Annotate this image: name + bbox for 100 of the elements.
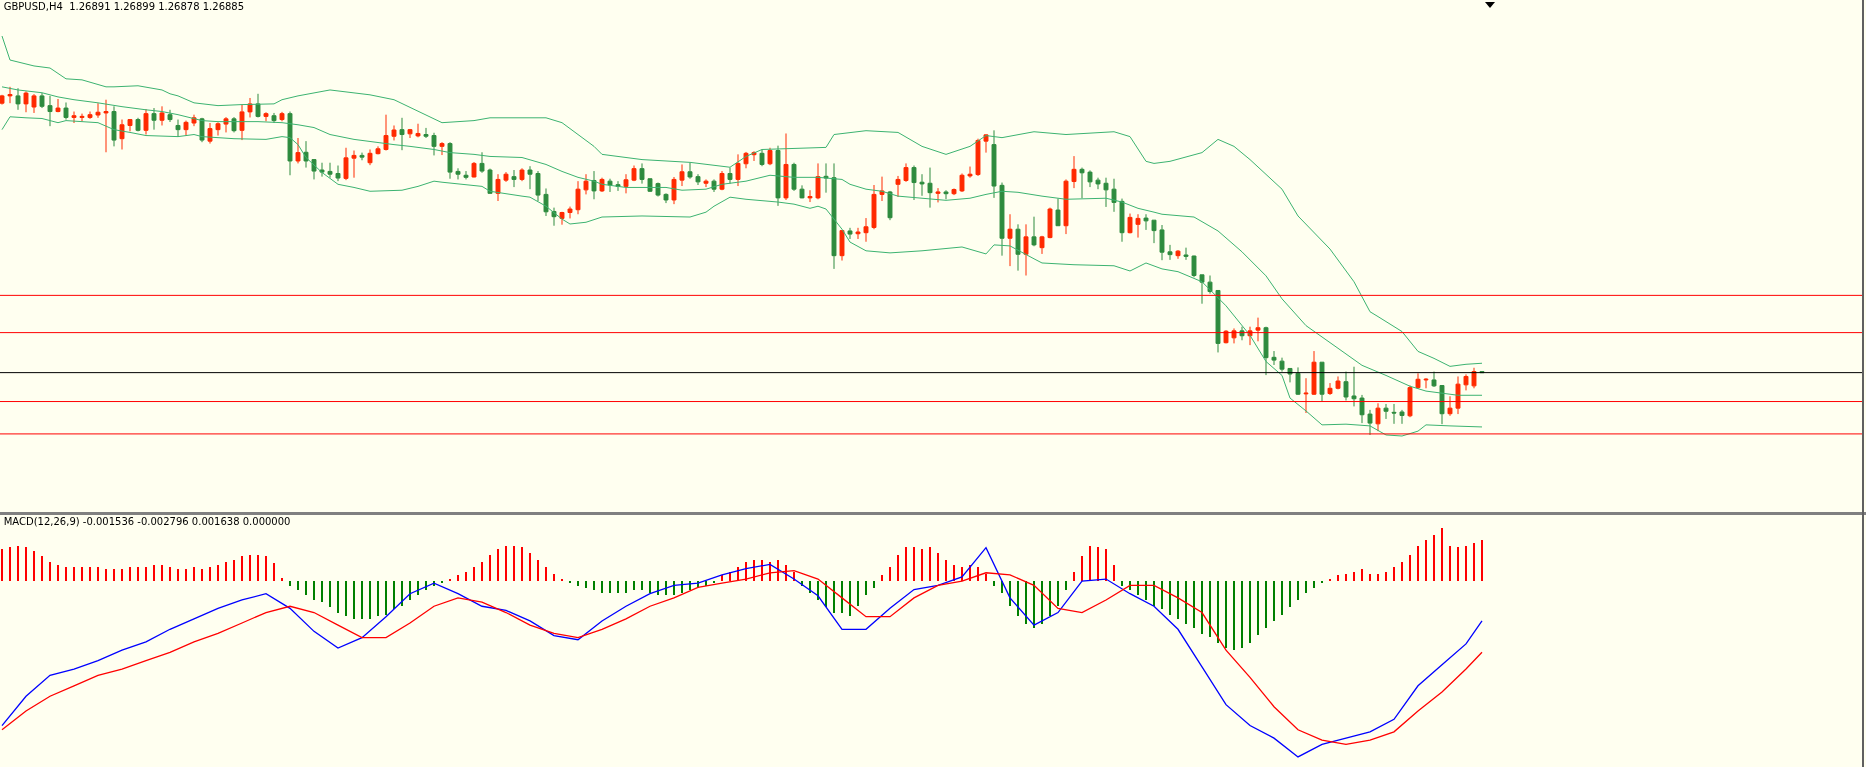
candlestick [1311, 350, 1317, 396]
candlestick [911, 165, 917, 201]
candlestick [1447, 395, 1453, 417]
candlestick [1135, 213, 1141, 239]
candlestick [495, 173, 501, 202]
candlestick [79, 113, 85, 122]
candlestick [695, 173, 701, 186]
candlestick [1415, 372, 1421, 390]
candlestick [607, 178, 613, 193]
candlestick [1143, 213, 1149, 231]
candlestick [1103, 177, 1109, 208]
candlestick [327, 162, 333, 179]
candlestick [215, 121, 221, 137]
candlestick [1407, 385, 1413, 418]
candlestick [799, 184, 805, 199]
candlestick [951, 187, 957, 196]
candlestick [63, 101, 69, 121]
candlestick [431, 132, 437, 156]
candlestick [735, 153, 741, 187]
candlestick [623, 173, 629, 194]
candlestick [791, 162, 797, 192]
candlestick [655, 182, 661, 197]
candlestick [599, 177, 605, 193]
candlestick [311, 159, 317, 180]
candlestick [1399, 409, 1405, 425]
candlestick [151, 107, 157, 131]
candlestick [175, 119, 181, 138]
candlestick [335, 165, 341, 182]
candlestick [615, 180, 621, 192]
candlestick [527, 165, 533, 190]
candlestick [247, 97, 253, 118]
candlestick [1167, 244, 1173, 261]
candlestick [39, 92, 45, 109]
candlestick [1255, 317, 1261, 342]
candlestick [1063, 178, 1069, 235]
candlestick [759, 148, 765, 167]
candlestick [455, 167, 461, 180]
candlestick [1351, 366, 1357, 407]
candlestick [1151, 219, 1157, 244]
candlestick [1271, 350, 1277, 366]
candlestick [815, 162, 821, 200]
candlestick [279, 111, 285, 122]
candlestick [1439, 385, 1445, 425]
candlestick [231, 116, 237, 133]
candlestick [159, 105, 165, 126]
candlestick [559, 211, 565, 226]
candlestick [1343, 371, 1349, 401]
candlestick [663, 192, 669, 204]
candlestick [943, 189, 949, 200]
candlestick [375, 145, 381, 155]
candlestick [831, 162, 837, 270]
candlestick [639, 162, 645, 185]
candlestick [967, 166, 973, 179]
candlestick [919, 173, 925, 197]
candlestick [1159, 224, 1165, 261]
candlestick [1079, 167, 1085, 199]
candlestick [783, 132, 789, 201]
candlestick [127, 119, 133, 132]
candlestick [887, 190, 893, 221]
candlestick [383, 114, 389, 152]
candlestick [727, 167, 733, 185]
candlestick [71, 111, 77, 124]
candlestick [407, 128, 413, 139]
candlestick [1279, 357, 1285, 373]
candlestick [1175, 249, 1181, 260]
candlestick [1471, 367, 1477, 389]
candlestick [1383, 403, 1389, 420]
candlestick [1327, 382, 1333, 396]
candlestick [367, 148, 373, 166]
candlestick [255, 93, 261, 118]
candlestick [567, 206, 573, 219]
candlestick [1183, 247, 1189, 261]
candlestick [519, 167, 525, 182]
candlestick [263, 111, 269, 122]
candlestick [87, 111, 93, 120]
chart-title: MACD(12,26,9) -0.001536 -0.002796 0.001638 0.000000 [3, 516, 291, 527]
candlestick [15, 87, 21, 111]
candlestick [1263, 326, 1269, 376]
candlestick [1031, 216, 1037, 247]
candlestick [1055, 198, 1061, 227]
candlestick [399, 117, 405, 151]
candlestick [1095, 177, 1101, 190]
candlestick [439, 141, 445, 156]
candlestick [23, 90, 29, 113]
candlestick [1007, 213, 1013, 267]
candlestick [1231, 327, 1237, 344]
candlestick [1127, 213, 1133, 234]
candlestick [687, 162, 693, 180]
candlestick [119, 119, 125, 150]
candlestick [1303, 377, 1309, 414]
candlestick [31, 93, 37, 114]
candlestick [0, 94, 5, 106]
candlestick [135, 117, 141, 132]
candlestick [719, 170, 725, 191]
candlestick [1039, 235, 1045, 255]
candlestick [503, 171, 509, 183]
candlestick [511, 169, 517, 188]
candlestick [823, 162, 829, 194]
candlestick [959, 173, 965, 193]
candlestick [295, 137, 301, 164]
